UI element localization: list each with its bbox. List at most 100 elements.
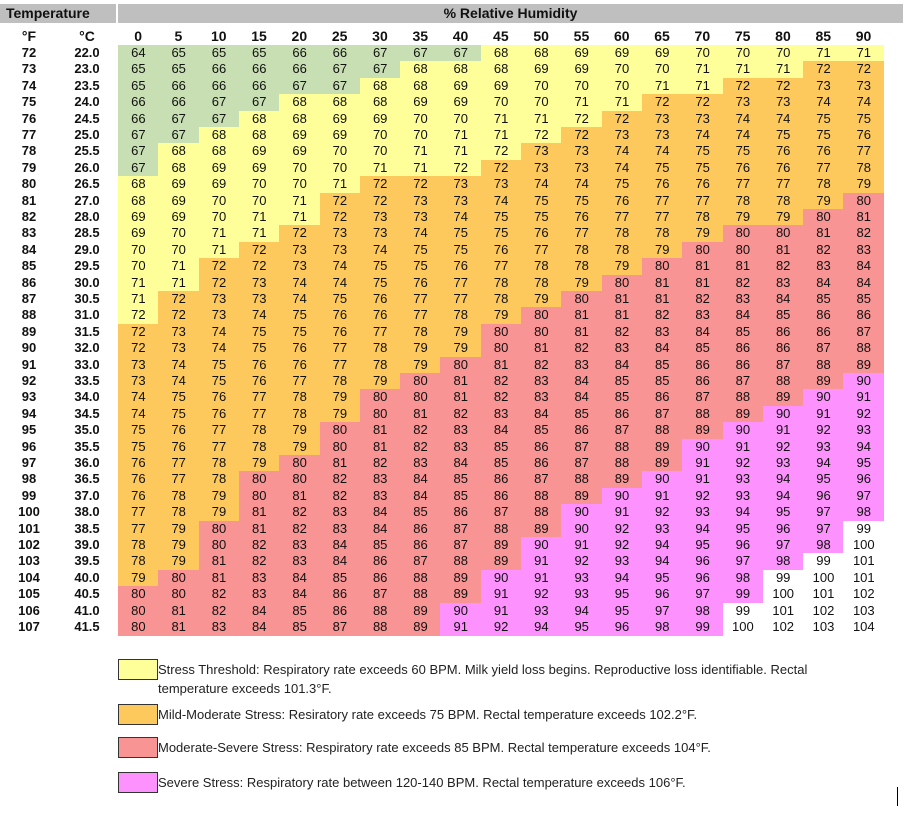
thi-cell: 96	[601, 619, 643, 636]
thi-cell: 72	[158, 291, 200, 308]
thi-cell: 79	[480, 307, 522, 325]
temp-c-label: 34.0	[74, 389, 100, 405]
thi-cell: 72	[158, 307, 200, 325]
thi-cell: 80	[521, 323, 562, 341]
thi-cell: 82	[279, 504, 320, 522]
thi-cell: 77	[521, 241, 562, 259]
thi-cell: 73	[400, 209, 441, 226]
thi-cell: 80	[722, 225, 764, 243]
thi-cell: 85	[440, 471, 482, 489]
thi-cell: 81	[400, 405, 441, 423]
thi-cell: 92	[561, 553, 603, 571]
thi-cell: 91	[521, 553, 562, 571]
thi-cell: 79	[803, 192, 844, 210]
thi-cell: 99	[803, 553, 844, 571]
thi-cell: 85	[480, 438, 522, 456]
thi-cell: 70	[682, 45, 723, 62]
thi-cell: 82	[641, 307, 683, 325]
thi-cell: 81	[601, 307, 643, 325]
thi-cell: 79	[118, 569, 159, 587]
thi-cell: 96	[843, 471, 885, 489]
legend-item-threshold: Stress Threshold: Respiratory rate excee…	[118, 659, 858, 698]
thi-cell: 66	[158, 77, 200, 95]
temp-f-label: 103	[18, 553, 40, 569]
thi-cell: 78	[480, 291, 522, 308]
thi-cell: 76	[279, 340, 320, 358]
thi-cell: 97	[843, 487, 885, 505]
thi-cell: 83	[601, 340, 643, 358]
thi-cell: 71	[238, 225, 280, 243]
thi-cell: 83	[803, 258, 844, 276]
thi-cell: 92	[722, 455, 764, 472]
thi-cell: 86	[319, 602, 361, 620]
thi-cell: 66	[238, 77, 280, 95]
temp-f-label: 97	[21, 455, 37, 470]
temp-f-label: 89	[21, 323, 37, 339]
thi-cell: 71	[440, 127, 482, 144]
thi-cell: 71	[319, 176, 361, 194]
thi-cell: 102	[843, 586, 885, 604]
thi-cell: 79	[158, 537, 200, 554]
thi-cell: 82	[440, 405, 482, 423]
thi-cell: 95	[843, 455, 885, 472]
thi-cell: 77	[722, 176, 764, 194]
thi-cell: 77	[641, 192, 683, 210]
thi-cell: 85	[762, 307, 804, 325]
thi-cell: 73	[118, 373, 159, 390]
thi-cell: 77	[440, 291, 482, 308]
thi-cell: 96	[682, 553, 723, 571]
thi-cell: 79	[440, 323, 482, 341]
thi-cell: 72	[238, 241, 280, 259]
thi-cell: 75	[359, 258, 401, 276]
temp-c-label: 36.5	[74, 471, 100, 487]
thi-cell: 73	[238, 291, 280, 308]
thi-cell: 77	[440, 274, 482, 292]
thi-cell: 66	[279, 45, 320, 62]
thi-cell: 70	[158, 225, 200, 243]
thi-cell: 76	[238, 356, 280, 374]
thi-cell: 74	[803, 94, 844, 112]
thi-cell: 78	[521, 274, 562, 292]
thi-cell: 87	[561, 438, 603, 456]
thi-cell: 65	[158, 61, 200, 79]
humidity-header-band	[118, 4, 903, 23]
thi-cell: 76	[521, 225, 562, 243]
temp-f-label: 104	[18, 569, 40, 585]
thi-cell: 73	[601, 127, 643, 144]
thi-cell: 71	[440, 143, 482, 161]
thi-cell: 80	[319, 422, 361, 440]
humidity-tick-80: 80	[775, 28, 791, 44]
thi-cell: 91	[521, 569, 562, 587]
temp-f-label: 72	[21, 45, 37, 60]
thi-cell: 84	[238, 619, 280, 636]
thi-cell: 84	[359, 520, 401, 538]
thi-cell: 75	[198, 373, 240, 390]
thi-cell: 90	[601, 487, 643, 505]
thi-cell: 82	[762, 258, 804, 276]
thi-cell: 80	[601, 274, 643, 292]
thi-cell: 72	[319, 192, 361, 210]
thi-cell: 84	[722, 307, 764, 325]
thi-cell: 89	[480, 553, 522, 571]
thi-cell: 74	[279, 274, 320, 292]
thi-cell: 80	[722, 241, 764, 259]
thi-cell: 86	[682, 373, 723, 390]
thi-cell: 75	[400, 241, 441, 259]
thi-cell: 88	[843, 340, 885, 358]
thi-cell: 81	[641, 291, 683, 308]
thi-cell: 89	[641, 438, 683, 456]
thi-cell: 67	[238, 94, 280, 112]
thi-cell: 72	[762, 77, 804, 95]
thi-cell: 74	[521, 176, 562, 194]
thi-cell: 78	[238, 438, 280, 456]
thi-cell: 87	[722, 373, 764, 390]
thi-cell: 73	[440, 176, 482, 194]
thi-cell: 95	[722, 520, 764, 538]
thi-cell: 74	[843, 94, 885, 112]
humidity-tick-65: 65	[654, 28, 670, 44]
thi-cell: 69	[319, 110, 361, 128]
thi-cell: 88	[641, 422, 683, 440]
thi-cell: 69	[561, 45, 603, 62]
thi-cell: 93	[843, 422, 885, 440]
thi-cell: 68	[400, 61, 441, 79]
